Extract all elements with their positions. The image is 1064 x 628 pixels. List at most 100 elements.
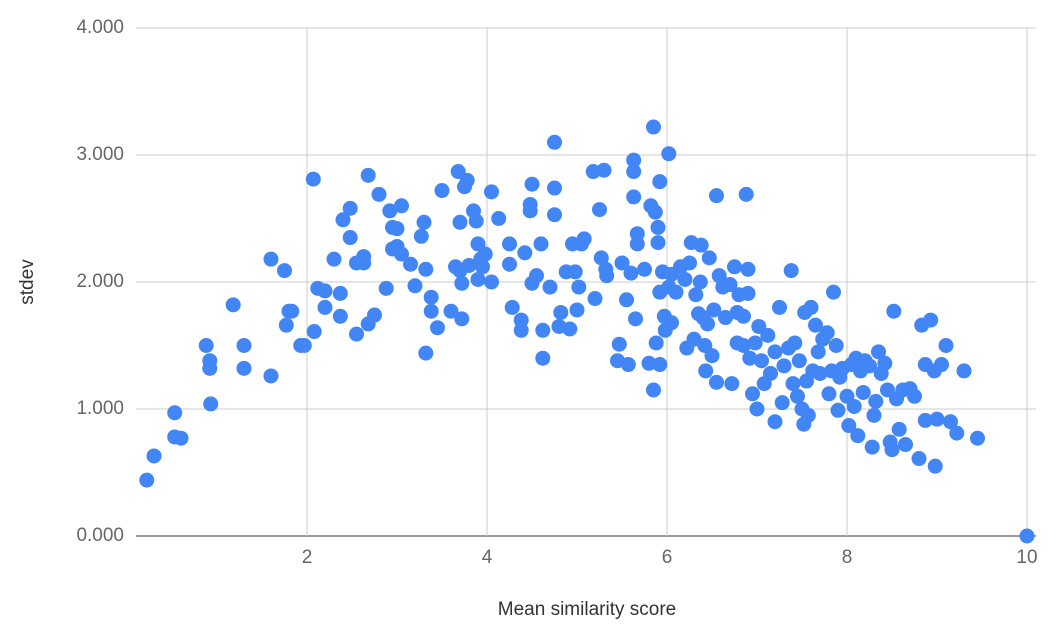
point <box>389 221 405 237</box>
point <box>911 451 927 467</box>
point <box>407 278 423 294</box>
point <box>709 374 724 390</box>
x-axis-title: Mean similarity score <box>498 599 676 620</box>
point <box>692 274 708 290</box>
point <box>394 246 409 262</box>
point <box>277 263 292 279</box>
point <box>326 251 342 267</box>
point <box>236 360 252 376</box>
point <box>791 353 807 369</box>
point <box>403 256 418 272</box>
point <box>647 204 663 220</box>
point <box>783 263 799 279</box>
point <box>317 283 333 299</box>
point <box>943 414 958 430</box>
point <box>371 186 387 202</box>
point <box>787 335 803 351</box>
point <box>763 365 778 381</box>
point <box>736 338 751 353</box>
point <box>819 325 835 341</box>
point <box>360 167 376 183</box>
point <box>263 251 279 267</box>
point <box>623 265 639 281</box>
point <box>619 292 634 308</box>
point <box>468 213 484 229</box>
point <box>413 228 429 244</box>
point <box>760 327 776 343</box>
point <box>587 291 603 307</box>
y-tick-label: 4.000 <box>76 17 124 38</box>
point <box>533 236 549 252</box>
point <box>203 396 219 412</box>
point <box>335 212 351 228</box>
point <box>592 202 607 218</box>
point <box>767 414 783 430</box>
point <box>342 230 358 246</box>
x-tick-label: 8 <box>842 547 853 568</box>
point <box>306 324 322 340</box>
point <box>356 249 372 265</box>
point <box>774 395 790 411</box>
point <box>562 321 578 337</box>
y-tick-label: 3.000 <box>76 144 124 165</box>
point <box>423 289 439 305</box>
point <box>416 214 432 230</box>
point <box>349 326 364 342</box>
point <box>772 299 787 315</box>
point <box>1019 528 1035 544</box>
point <box>868 393 884 409</box>
point <box>535 350 551 366</box>
point <box>864 439 880 455</box>
point <box>167 405 183 421</box>
point <box>803 299 819 315</box>
point <box>850 428 866 444</box>
point <box>517 245 533 261</box>
point <box>821 386 837 402</box>
y-tick-label: 0.000 <box>76 525 124 546</box>
point <box>970 430 985 446</box>
point <box>332 285 348 301</box>
point <box>378 280 394 296</box>
point <box>547 180 562 196</box>
point <box>382 203 398 219</box>
point <box>891 421 907 437</box>
point <box>938 338 954 353</box>
point <box>626 152 642 168</box>
point <box>454 311 470 327</box>
point <box>547 134 562 150</box>
point <box>296 338 312 353</box>
point <box>701 250 717 266</box>
point <box>722 277 738 293</box>
point <box>907 388 922 404</box>
point <box>529 268 544 284</box>
point <box>470 271 486 287</box>
x-tick-label: 6 <box>662 547 673 568</box>
point <box>614 255 630 271</box>
point <box>862 358 877 374</box>
point <box>790 388 805 404</box>
point <box>686 331 702 347</box>
point <box>502 236 517 252</box>
point <box>664 315 679 331</box>
point <box>620 357 636 373</box>
point <box>542 279 558 295</box>
point <box>776 358 792 374</box>
point <box>742 350 758 366</box>
point <box>599 268 615 284</box>
point <box>284 303 300 319</box>
point <box>202 360 218 376</box>
point <box>475 259 490 275</box>
point <box>524 176 540 192</box>
y-tick-label: 1.000 <box>76 398 124 419</box>
point <box>513 322 529 338</box>
point <box>443 303 459 319</box>
point <box>430 320 445 336</box>
point <box>332 308 348 324</box>
point <box>236 338 252 353</box>
point <box>263 368 279 384</box>
point <box>418 261 434 277</box>
point <box>342 200 358 216</box>
point <box>929 411 945 427</box>
point <box>611 336 627 352</box>
